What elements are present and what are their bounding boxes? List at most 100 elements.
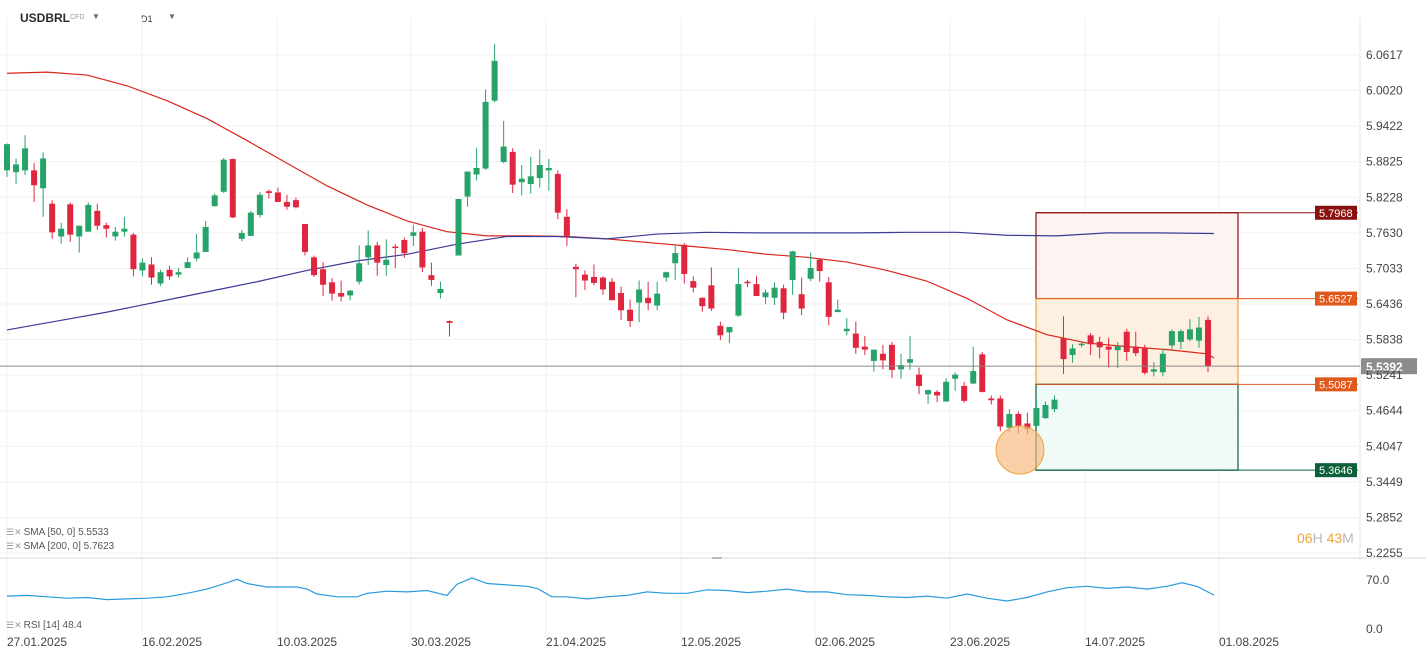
candle-body bbox=[247, 212, 254, 236]
level-label-box bbox=[1315, 291, 1357, 306]
candle-body bbox=[563, 216, 570, 236]
candle-body bbox=[726, 326, 733, 333]
candle-body bbox=[301, 223, 308, 252]
candle-body bbox=[94, 210, 101, 226]
price-tick-label: 5.5838 bbox=[1366, 333, 1403, 347]
candle-body bbox=[888, 344, 895, 370]
panel-resize-handle bbox=[712, 557, 722, 559]
date-tick-label: 27.01.2025 bbox=[7, 635, 67, 649]
candle-body bbox=[491, 60, 498, 101]
candle-body bbox=[907, 359, 914, 363]
candle-body bbox=[49, 203, 56, 233]
candle-body bbox=[952, 374, 959, 379]
candle-body bbox=[789, 251, 796, 280]
date-tick-label: 01.08.2025 bbox=[1219, 635, 1279, 649]
candle-body bbox=[825, 282, 832, 317]
candle-body bbox=[220, 159, 227, 192]
timeframe-caret-down-icon[interactable]: ▼ bbox=[168, 12, 176, 21]
symbol-name[interactable]: USDBRL bbox=[20, 11, 70, 25]
price-tick-label: 5.6436 bbox=[1366, 297, 1403, 311]
candle-body bbox=[175, 272, 182, 275]
candle-body bbox=[1114, 346, 1121, 351]
candle-countdown: 06H 43M bbox=[1297, 530, 1354, 546]
price-axis: 6.0617 6.0020 5.9422 5.8825 5.8228 5.7630 5.70… bbox=[1366, 48, 1403, 560]
price-tick-label: 5.8825 bbox=[1366, 155, 1403, 169]
date-tick-label: 30.03.2025 bbox=[411, 635, 471, 649]
symbol-caret-down-icon[interactable]: ▼ bbox=[92, 12, 100, 21]
candle-body bbox=[988, 398, 995, 401]
date-tick-label: 16.02.2025 bbox=[142, 635, 202, 649]
candle-body bbox=[1015, 413, 1022, 427]
candle-body bbox=[482, 101, 489, 169]
candle-body bbox=[870, 349, 877, 361]
candle-body bbox=[419, 231, 426, 268]
candle-body bbox=[22, 148, 29, 171]
candle-body bbox=[581, 274, 588, 281]
rsi-line bbox=[6, 577, 1215, 602]
price-tick-label: 5.2255 bbox=[1366, 546, 1403, 560]
instrument-type: CFD bbox=[70, 14, 85, 21]
candle-body bbox=[265, 191, 272, 193]
highlight-circle bbox=[995, 425, 1045, 475]
candle-body bbox=[1033, 407, 1040, 426]
sma200-legend[interactable]: ☰✕ SMA [200, 0] 5.7623 bbox=[6, 541, 115, 552]
settings-icon: ☰✕ bbox=[6, 620, 22, 630]
candle-body bbox=[735, 284, 742, 316]
sma50-legend[interactable]: ☰✕ SMA [50, 0] 5.5533 bbox=[6, 527, 109, 538]
level-zone bbox=[1035, 297, 1239, 385]
candle-body bbox=[762, 292, 769, 298]
candle-body bbox=[1105, 346, 1112, 350]
candle-body bbox=[130, 234, 137, 270]
candle-body bbox=[934, 391, 941, 396]
candle-body bbox=[979, 354, 986, 392]
candle-body bbox=[238, 232, 245, 239]
level-label-box bbox=[1315, 463, 1357, 478]
settings-icon: ☰✕ bbox=[6, 527, 22, 537]
candle-body bbox=[771, 287, 778, 298]
candle-body bbox=[1159, 353, 1166, 373]
candle-body bbox=[780, 288, 787, 313]
candle-body bbox=[428, 275, 435, 280]
candle-body bbox=[356, 263, 363, 282]
candle-body bbox=[157, 272, 164, 284]
level-lines: 5.7968 5.6527 5.5087 5.3646 5.5392 bbox=[0, 205, 1417, 478]
date-tick-label: 02.06.2025 bbox=[815, 635, 875, 649]
candle-body bbox=[663, 272, 670, 278]
level-label-box bbox=[1315, 205, 1357, 220]
timeframe-selector[interactable]: D1 bbox=[141, 14, 153, 24]
level-label: 5.6527 bbox=[1319, 294, 1353, 306]
date-tick-label: 14.07.2025 bbox=[1085, 635, 1145, 649]
candle-body bbox=[545, 167, 552, 171]
rsi-tick-label: 70.0 bbox=[1366, 573, 1390, 587]
price-tick-label: 5.2852 bbox=[1366, 510, 1403, 524]
candle-body bbox=[834, 309, 841, 313]
candle-body bbox=[211, 195, 218, 207]
level-label: 5.7968 bbox=[1319, 208, 1353, 220]
price-tick-label: 6.0020 bbox=[1366, 84, 1403, 98]
price-tick-label: 5.7033 bbox=[1366, 261, 1403, 275]
candle-body bbox=[410, 232, 417, 236]
candle-body bbox=[609, 281, 616, 301]
candle-body bbox=[347, 290, 354, 296]
candle-body bbox=[139, 262, 146, 271]
rsi-legend[interactable]: ☰✕ RSI [14] 48.4 bbox=[6, 620, 82, 631]
price-tick-label: 5.9422 bbox=[1366, 119, 1403, 133]
candle-body bbox=[464, 171, 471, 197]
candle-body bbox=[256, 194, 263, 216]
candle-body bbox=[31, 170, 38, 186]
candle-body bbox=[708, 285, 715, 309]
candle-body bbox=[446, 321, 453, 323]
candle-body bbox=[1168, 331, 1175, 346]
candle-body bbox=[627, 309, 634, 322]
candle-body bbox=[4, 144, 10, 171]
candle-body bbox=[193, 252, 200, 259]
candle-body bbox=[184, 262, 191, 269]
candle-body bbox=[843, 328, 850, 332]
candle-body bbox=[509, 151, 516, 185]
level-zone bbox=[1035, 212, 1239, 300]
candle-body bbox=[67, 204, 74, 235]
candle-body bbox=[473, 167, 480, 175]
candle-body bbox=[961, 385, 968, 401]
current-price-label: 5.5392 bbox=[1366, 360, 1403, 374]
